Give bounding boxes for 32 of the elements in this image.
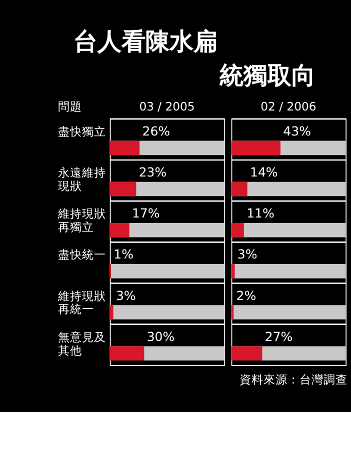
- bar: [231, 222, 244, 238]
- data-label: 11%: [246, 206, 274, 221]
- source-note: 資料來源：台灣調查: [239, 372, 348, 387]
- bar: [231, 264, 235, 278]
- bar: [110, 346, 144, 361]
- data-label: 2%: [236, 288, 256, 303]
- y-tick-label: 永遠維持現狀: [58, 166, 106, 193]
- data-label: 26%: [142, 123, 170, 138]
- y-tick-label: 無意見及其他: [58, 330, 106, 358]
- y-axis-title: 問題: [58, 99, 82, 114]
- data-label: 17%: [132, 206, 160, 221]
- data-label: 3%: [237, 246, 258, 262]
- text: 台人看陳水扁統獨取向: [73, 28, 316, 90]
- data-label: 43%: [283, 123, 312, 138]
- y-tick-label: 盡快獨立: [58, 124, 106, 138]
- bar: [110, 140, 140, 156]
- bar: [231, 182, 248, 196]
- data-label: 30%: [146, 328, 175, 344]
- data-label: 14%: [250, 164, 278, 180]
- data-label: 3%: [116, 288, 136, 303]
- bar: [110, 222, 130, 238]
- data-label: 27%: [264, 328, 293, 344]
- data-label: 23%: [138, 164, 167, 180]
- data-label: 1%: [114, 246, 134, 262]
- bar: [110, 305, 114, 320]
- chart-title: 02 / 2006: [260, 99, 316, 114]
- chart-title: 03 / 2005: [139, 99, 195, 114]
- y-tick-label: 盡快統一: [58, 248, 106, 262]
- bar: [110, 182, 136, 196]
- bar: [231, 346, 262, 361]
- y-tick-label: 維持現狀再獨立: [57, 206, 106, 234]
- y-tick-label: 維持現狀再統一: [57, 288, 106, 316]
